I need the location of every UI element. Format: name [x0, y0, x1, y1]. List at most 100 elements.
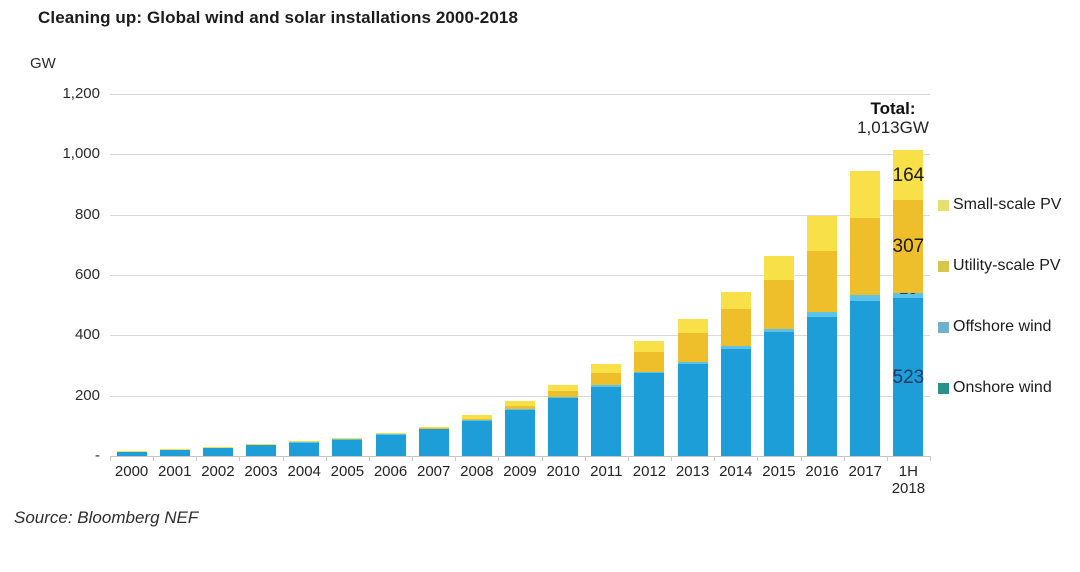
bar-segment-small-scale-pv — [807, 216, 838, 251]
bar-segment-utility-scale-pv — [504, 405, 535, 409]
x-axis-label: 2015 — [762, 463, 796, 480]
bar-segment-utility-scale-pv — [850, 218, 881, 295]
legend-swatch-icon — [938, 260, 949, 272]
bar-group-2016 — [801, 94, 844, 456]
bar-segment-onshore-wind — [807, 316, 838, 456]
bar-group-2017 — [844, 94, 887, 456]
bar-segment-offshore-wind — [504, 408, 535, 410]
x-axis-label: 2009 — [503, 463, 537, 480]
bar-segment-small-scale-pv — [677, 318, 708, 334]
bar-segment-utility-scale-pv — [634, 351, 665, 372]
bar-segment-offshore-wind: 19 — [893, 280, 924, 299]
legend-swatch-icon — [938, 321, 949, 333]
bar-segment-utility-scale-pv — [677, 333, 708, 362]
bar-segment-offshore-wind — [763, 328, 794, 333]
x-axis-label: 2005 — [330, 463, 365, 480]
y-axis-tick: 1,200 — [62, 85, 100, 102]
stacked-bar — [418, 427, 449, 456]
total-annotation-label: Total: — [870, 99, 916, 118]
bar-segment-onshore-wind — [591, 386, 622, 456]
bar-segment-small-scale-pv — [634, 341, 665, 352]
stacked-bar — [332, 437, 363, 456]
x-axis-tick — [240, 456, 284, 461]
bar-segment-onshore-wind — [504, 409, 535, 456]
x-axis-label: 2003 — [244, 463, 278, 480]
segment-value-label: 307 — [892, 235, 925, 257]
stacked-bar — [246, 443, 277, 456]
stacked-bar — [677, 318, 708, 456]
stacked-bar — [504, 401, 535, 456]
bar-segment-onshore-wind — [418, 428, 449, 456]
x-axis-label: 2006 — [373, 463, 408, 480]
bar-segment-onshore-wind — [548, 398, 579, 456]
stacked-bar — [375, 433, 406, 456]
bar-group-2013 — [671, 94, 714, 456]
bar-group-1h-2018: 523 19 307 164 — [887, 94, 930, 456]
stacked-bar — [850, 170, 881, 456]
bar-segment-offshore-wind — [807, 312, 838, 317]
x-axis-tick — [284, 456, 327, 461]
segment-value-label: 164 — [892, 164, 925, 186]
y-axis-tick-labels: 1,200 1,000 800 600 400 200 - — [0, 85, 100, 464]
gridline — [110, 94, 930, 95]
chart-title: Cleaning up: Global wind and solar insta… — [38, 8, 519, 27]
legend-item-offshore-wind: Offshore wind — [938, 317, 1061, 337]
legend-label: Small-scale PV — [953, 196, 1062, 213]
plot-area: 523 19 307 164 — [110, 94, 930, 457]
x-axis-label: 2011 — [590, 463, 623, 480]
bar-segment-small-scale-pv — [246, 443, 277, 445]
bar-segment-small-scale-pv — [418, 427, 449, 428]
legend-swatch-icon — [938, 382, 949, 394]
bar-segment-small-scale-pv — [548, 385, 579, 392]
x-axis-label: 2014 — [719, 463, 753, 480]
bar-group-2000 — [110, 94, 153, 456]
x-axis-labels: 2000 2001 2002 2003 2004 2005 2006 2007 2008 2009… — [110, 463, 930, 497]
bar-group-2011 — [585, 94, 628, 456]
x-axis-label: 2013 — [675, 463, 710, 480]
bar-group-2007 — [412, 94, 455, 456]
stacked-bar — [202, 446, 233, 456]
x-axis-label: 2007 — [416, 463, 451, 480]
bar-segment-onshore-wind — [720, 348, 751, 456]
legend-label: Onshore wind — [953, 379, 1052, 396]
bar-segment-offshore-wind — [850, 294, 881, 301]
bar-segment-small-scale-pv — [289, 441, 320, 442]
total-annotation: Total: 1,013GW — [845, 99, 941, 137]
x-axis-label: 2016 — [805, 463, 839, 480]
bar-group-2006 — [369, 94, 412, 456]
bar-group-2009 — [498, 94, 541, 456]
bar-segment-small-scale-pv — [332, 437, 363, 439]
x-axis-label: 2010 — [546, 463, 580, 480]
bar-group-2014 — [714, 94, 757, 456]
bar-segment-utility-scale-pv — [461, 418, 492, 421]
legend: Small-scale PV Utility-scale PV Offshore w… — [938, 195, 1061, 439]
legend-item-utility-scale-pv: Utility-scale PV — [938, 256, 1061, 276]
bar-segment-utility-scale-pv — [763, 280, 794, 329]
bar-segment-offshore-wind — [634, 371, 665, 374]
x-axis-label: 1H 2018 — [891, 463, 926, 497]
bar-segment-onshore-wind — [332, 438, 363, 456]
x-axis-tick — [413, 456, 457, 461]
stacked-bar — [548, 385, 579, 456]
bar-segment-onshore-wind — [202, 446, 233, 456]
bar-segment-onshore-wind — [246, 444, 277, 456]
bar-segment-onshore-wind — [763, 332, 794, 456]
stacked-bar — [591, 364, 622, 456]
bar-group-2012 — [628, 94, 671, 456]
bar-segment-utility-scale-pv: 307 — [892, 199, 925, 293]
stacked-bar — [289, 441, 320, 456]
x-axis-tick — [327, 456, 370, 461]
legend-swatch-icon — [938, 199, 949, 211]
gridline — [110, 335, 930, 337]
stacked-bar — [159, 448, 190, 456]
bar-segment-offshore-wind — [591, 385, 622, 387]
gridline — [110, 214, 930, 216]
stacked-bar — [807, 216, 838, 456]
bar-segment-small-scale-pv — [461, 415, 492, 419]
bar-segment-onshore-wind — [461, 420, 492, 456]
bar-segment-onshore-wind — [634, 373, 665, 456]
bar-segment-utility-scale-pv — [807, 250, 838, 313]
x-axis-tick — [456, 456, 500, 461]
segment-value-label: 523 — [892, 366, 925, 388]
bar-segment-offshore-wind — [548, 397, 579, 399]
